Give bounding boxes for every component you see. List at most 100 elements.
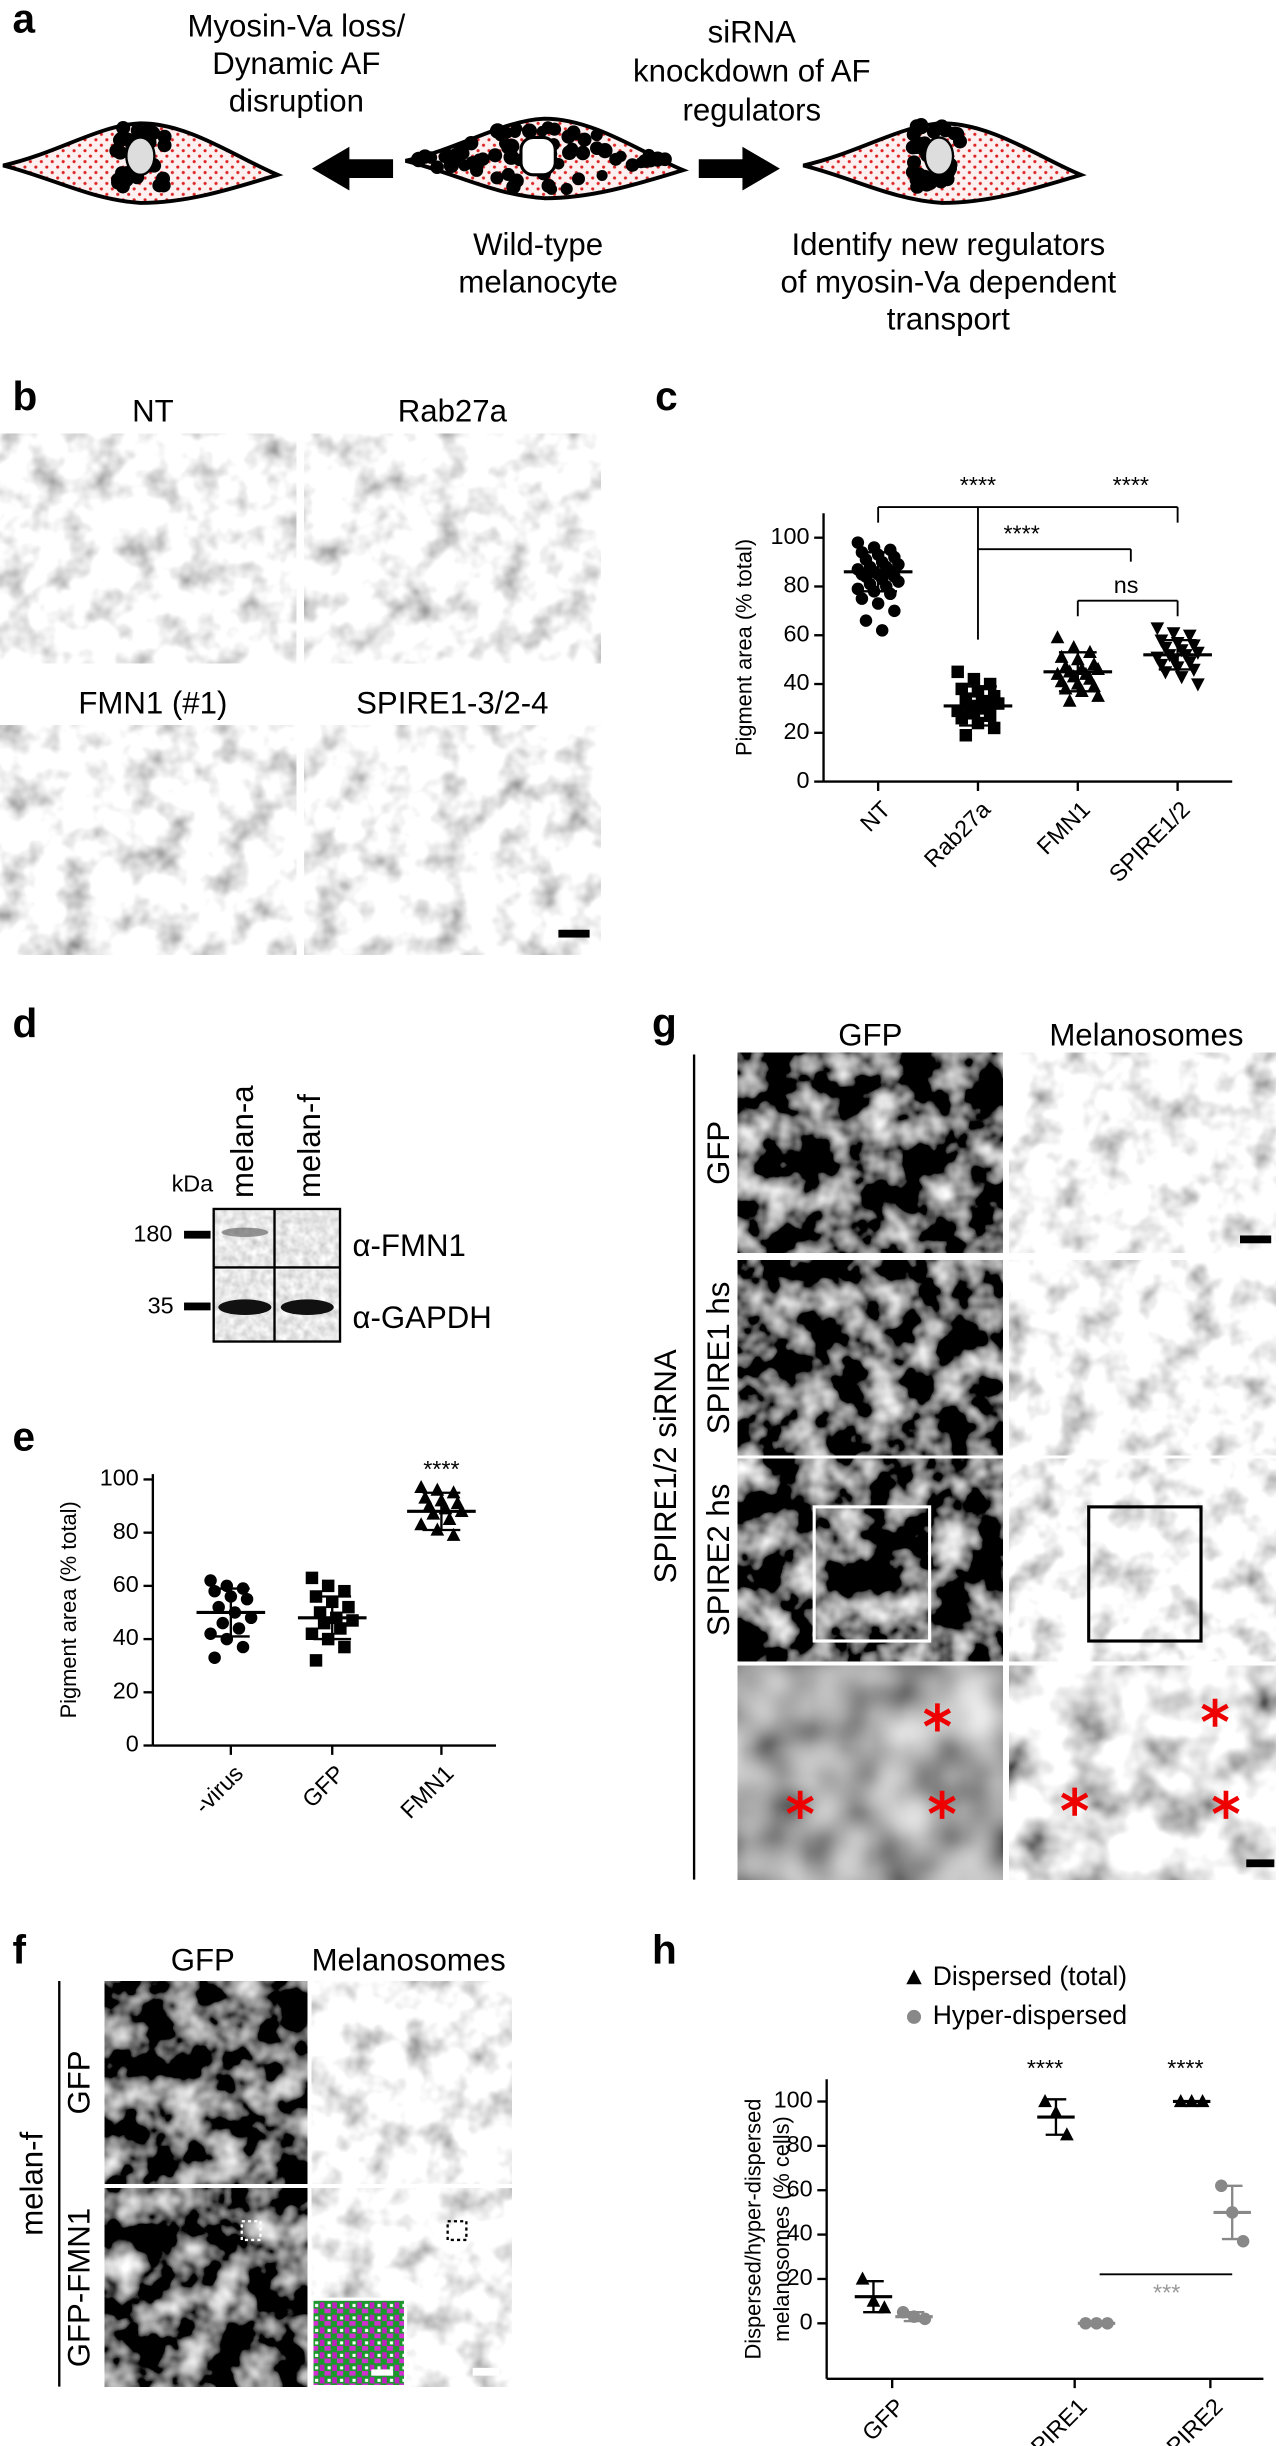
zoom-box <box>1087 1505 1203 1643</box>
y-axis-title: Pigment area (% total) <box>731 539 756 756</box>
blot-frame <box>212 1207 342 1343</box>
y-tick-label: 100 <box>770 523 809 549</box>
error-bar <box>903 2311 925 2323</box>
asterisk <box>923 1703 952 1732</box>
melanosome <box>565 142 579 156</box>
data-point <box>1182 629 1197 643</box>
y-tick-label: 100 <box>774 2087 813 2113</box>
micrograph <box>737 1052 1003 1253</box>
data-point <box>321 1579 335 1593</box>
arrow <box>311 146 394 191</box>
data-point <box>918 2312 932 2326</box>
column-title: Melanosomes <box>1049 1018 1243 1053</box>
data-point <box>1186 639 1201 653</box>
y-tick-label: 60 <box>783 620 809 646</box>
melanosome <box>410 151 427 168</box>
significance: ns <box>1114 572 1139 598</box>
data-point <box>877 2300 892 2314</box>
melanosome <box>130 123 145 138</box>
data-point <box>983 709 997 722</box>
data-point <box>1174 671 1189 685</box>
data-point <box>884 587 897 601</box>
panel-label: d <box>12 1000 37 1046</box>
unit-label: kDa <box>172 1171 214 1197</box>
data-point <box>244 1611 258 1625</box>
data-point <box>871 597 885 610</box>
data-point <box>1191 678 1205 692</box>
x-tick-label: NT <box>855 796 895 836</box>
x-tick-label: Rab27a <box>919 796 995 872</box>
y-axis-title: Pigment area (% total) <box>56 1501 81 1718</box>
data-point <box>1182 656 1197 670</box>
data-point <box>855 2271 870 2285</box>
micrograph <box>737 1665 1003 1880</box>
data-point <box>1236 2235 1250 2248</box>
melanosome <box>155 171 171 186</box>
micrograph <box>0 433 297 664</box>
panel-label: h <box>652 1927 677 1973</box>
data-point <box>305 1571 319 1585</box>
y-axis-title: Dispersed/hyper-dispersed <box>741 2099 766 2360</box>
antibody: α-FMN1 <box>353 1228 466 1263</box>
asterisk <box>786 1790 814 1819</box>
band <box>280 1299 334 1316</box>
asterisk <box>1201 1698 1229 1727</box>
panel-label: f <box>12 1927 26 1973</box>
micrograph <box>311 1981 512 2184</box>
y-tick-label: 80 <box>783 572 809 598</box>
x-tick-label: GFP <box>857 2393 909 2445</box>
y-tick-label: 20 <box>113 1677 139 1703</box>
data-point <box>1066 639 1081 654</box>
asterisk <box>1061 1787 1089 1816</box>
data-point <box>851 536 865 549</box>
legend-label: Hyper-dispersed <box>933 2000 1127 2030</box>
micrograph <box>304 433 601 664</box>
data-point <box>951 665 964 679</box>
melanosome <box>541 178 556 193</box>
column-title: Melanosomes <box>312 1943 506 1978</box>
melanosome <box>909 122 924 137</box>
y-tick-label: 80 <box>787 2131 813 2157</box>
size-marker: 35 <box>148 1292 174 1318</box>
panel-label: a <box>12 0 35 42</box>
melanosome <box>575 145 591 161</box>
lane-label: melan-a <box>225 1085 260 1198</box>
data-point <box>855 592 869 605</box>
data-point <box>414 1479 428 1494</box>
lane-label: melan-f <box>292 1094 327 1198</box>
melanosome <box>488 148 503 163</box>
melanosome <box>521 123 538 139</box>
data-point <box>317 1616 331 1630</box>
significance: **** <box>1167 2055 1203 2081</box>
x-tick-label: -virus <box>189 1760 248 1819</box>
caption: Dynamic AF <box>212 46 380 81</box>
melanosome <box>506 179 521 194</box>
data-point <box>1158 666 1173 680</box>
y-tick-label: 60 <box>113 1571 139 1597</box>
scale-bar <box>371 2369 394 2376</box>
melanosome <box>494 128 508 142</box>
data-point <box>346 1614 359 1627</box>
melanosome <box>490 171 504 185</box>
melanosome <box>476 152 490 166</box>
scale-bar <box>1246 1859 1275 1868</box>
data-point <box>1038 2094 1052 2108</box>
data-point <box>446 1527 461 1541</box>
y-tick-label: 0 <box>126 1731 139 1757</box>
caption: of myosin-Va dependent <box>780 264 1116 299</box>
image-title: SPIRE1-3/2-4 <box>356 685 548 720</box>
band <box>221 1227 269 1238</box>
panel-label: g <box>652 1000 677 1046</box>
melanosome <box>548 122 562 136</box>
column-title: GFP <box>838 1018 902 1053</box>
micrograph <box>1009 1052 1276 1253</box>
x-tick-label: SPIRE1/2 <box>1104 796 1195 887</box>
melanosome <box>938 123 953 138</box>
legend-swatch <box>906 2009 922 2024</box>
data-point <box>1150 622 1165 636</box>
band <box>218 1299 272 1316</box>
melanosome <box>501 167 515 182</box>
row-group-label: melan-f <box>15 2131 50 2235</box>
error-bar <box>1158 638 1197 671</box>
